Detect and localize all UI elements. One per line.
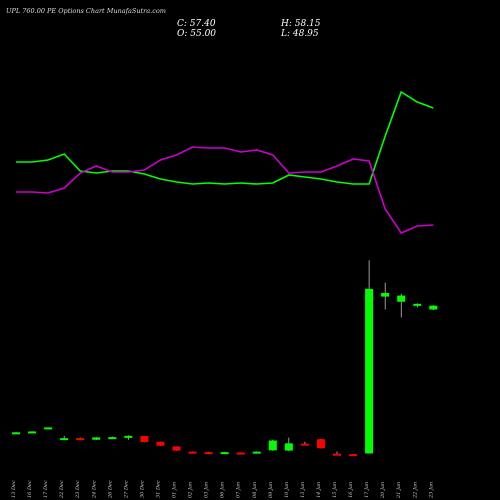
x-tick-label: 20 Jan xyxy=(380,482,386,499)
candle-up xyxy=(397,295,406,302)
candle-up xyxy=(284,443,293,451)
candle-down xyxy=(236,452,245,455)
candle-up xyxy=(44,427,53,430)
x-tick-label: 02 Jan xyxy=(188,482,194,498)
candle-up xyxy=(60,438,69,441)
high-value: H: 58.15 xyxy=(281,19,321,29)
candle-up xyxy=(108,437,117,440)
x-tick-label: 30 Dec xyxy=(139,480,145,498)
x-tick-label: 31 Dec xyxy=(155,480,161,498)
candle-up xyxy=(413,303,422,306)
open-value: O: 55.00 xyxy=(177,29,217,39)
x-tick-label: 16 Jan xyxy=(348,482,354,498)
low-value: L: 48.95 xyxy=(281,29,319,39)
x-tick-label: 17 Jan xyxy=(364,482,370,498)
x-tick-label: 26 Dec xyxy=(107,480,113,499)
x-tick-label: 27 Dec xyxy=(123,480,129,499)
candle-up xyxy=(429,305,438,310)
x-tick-label: 01 Jan xyxy=(172,482,178,498)
chart-title: UPL 760.00 PE Options Chart MunafaSutra.… xyxy=(6,7,166,15)
x-tick-label: 03 Jan xyxy=(204,482,210,498)
candle-down xyxy=(349,454,358,457)
candle-down xyxy=(316,439,325,449)
x-tick-label: 14 Jan xyxy=(316,482,322,498)
candle-up xyxy=(365,288,374,454)
candle-up xyxy=(381,292,390,297)
candle-up xyxy=(124,435,133,438)
x-tick-label: 23 Dec xyxy=(75,480,81,499)
candle-down xyxy=(188,451,197,454)
candle-up xyxy=(220,452,229,455)
candle-up xyxy=(252,451,261,454)
candle-down xyxy=(76,438,85,441)
candle-down xyxy=(172,446,181,451)
candle-down xyxy=(333,453,341,456)
candle-up xyxy=(28,431,37,434)
x-tick-label: 15 Jan xyxy=(332,482,338,498)
x-tick-label: 16 Dec xyxy=(27,480,33,498)
x-tick-label: 21 Jan xyxy=(396,482,402,499)
x-tick-label: 10 Jan xyxy=(284,482,290,498)
candle-up xyxy=(92,437,101,440)
candle-down xyxy=(156,441,165,446)
x-tick-label: 06 Jan xyxy=(220,482,226,498)
candle-up xyxy=(268,440,277,451)
candle-up xyxy=(12,432,20,435)
x-tick-label: 13 Jan xyxy=(300,482,306,498)
x-tick-label: 22 Dec xyxy=(59,480,65,499)
x-tick-label: 17 Dec xyxy=(43,480,49,498)
x-tick-label: 22 Jan xyxy=(412,482,418,499)
x-tick-label: 08 Jan xyxy=(252,482,258,498)
series-line-green xyxy=(16,90,434,185)
x-tick-label: 07 Jan xyxy=(236,482,242,498)
close-value: C: 57.40 xyxy=(177,19,216,29)
candle-down xyxy=(140,435,149,443)
x-tick-label: 24 Dec xyxy=(91,480,97,499)
series-line-magenta xyxy=(16,146,434,235)
x-tick-label: 09 Jan xyxy=(268,482,274,498)
candle-down xyxy=(300,443,309,446)
x-tick-label: 23 Jan xyxy=(428,482,434,499)
x-tick-label: 13 Dec xyxy=(11,480,17,498)
candle-down xyxy=(204,452,213,455)
